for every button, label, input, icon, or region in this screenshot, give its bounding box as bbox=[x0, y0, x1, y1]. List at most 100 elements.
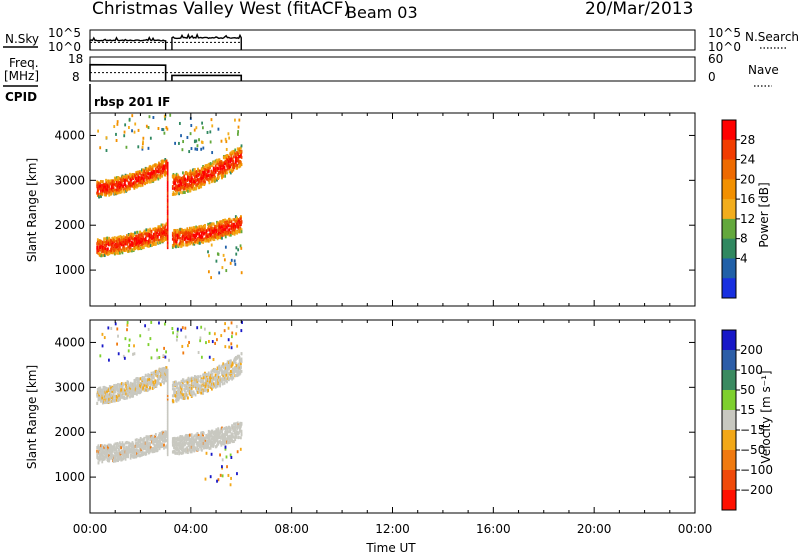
data-cell bbox=[140, 184, 142, 187]
data-cell bbox=[153, 116, 155, 119]
power-yticks: 1000200030004000 bbox=[54, 128, 695, 277]
data-cell bbox=[158, 356, 160, 359]
data-cell bbox=[204, 224, 206, 227]
data-cell bbox=[236, 167, 238, 170]
data-cell bbox=[202, 126, 204, 129]
data-cell bbox=[236, 164, 238, 167]
data-cell bbox=[235, 253, 237, 256]
data-cell bbox=[197, 144, 199, 147]
colorbar-swatch bbox=[722, 430, 736, 451]
data-cell bbox=[105, 179, 107, 182]
data-cell bbox=[216, 338, 218, 341]
data-cell bbox=[126, 324, 128, 327]
data-cell bbox=[231, 259, 233, 262]
data-cell bbox=[212, 430, 214, 433]
data-cell bbox=[241, 150, 243, 153]
freq-traces bbox=[90, 65, 241, 81]
velocity-colorbar: Velocity [m s⁻¹] 2001005015−15−50−100−20… bbox=[722, 330, 773, 511]
data-cell bbox=[220, 334, 222, 337]
colorbar-swatch bbox=[722, 120, 736, 140]
data-cell bbox=[226, 465, 228, 468]
colorbar-tick-label: 24 bbox=[740, 153, 755, 167]
data-cell bbox=[120, 443, 122, 446]
data-cell bbox=[213, 358, 215, 361]
data-cell bbox=[225, 235, 227, 238]
nave-label: Nave bbox=[748, 63, 779, 77]
data-cell bbox=[187, 344, 189, 347]
data-cell bbox=[189, 434, 191, 437]
data-cell bbox=[224, 329, 226, 332]
data-cell bbox=[211, 453, 213, 456]
data-cell bbox=[134, 123, 136, 126]
data-cell bbox=[163, 444, 165, 447]
data-cell bbox=[228, 346, 230, 349]
data-cell bbox=[172, 185, 174, 188]
data-cell bbox=[100, 241, 102, 244]
data-cell bbox=[191, 234, 193, 237]
ytick-label: 3000 bbox=[54, 173, 85, 187]
data-cell bbox=[194, 168, 196, 171]
data-cell bbox=[218, 236, 220, 239]
data-cell bbox=[230, 477, 232, 480]
data-cell bbox=[202, 147, 204, 150]
nave-tick-bottom: 0 bbox=[708, 70, 716, 84]
data-cell bbox=[194, 129, 196, 132]
data-cell bbox=[185, 441, 187, 444]
data-cell bbox=[219, 220, 221, 223]
data-cell bbox=[102, 344, 104, 347]
data-cell bbox=[100, 180, 102, 183]
data-cell bbox=[199, 339, 201, 342]
data-cell bbox=[205, 478, 207, 481]
data-cell bbox=[167, 369, 169, 372]
data-cell bbox=[208, 229, 210, 232]
data-cell bbox=[225, 446, 227, 449]
data-cell bbox=[161, 175, 163, 178]
data-cell bbox=[228, 137, 230, 140]
data-cell bbox=[127, 321, 129, 324]
data-cell bbox=[144, 324, 146, 327]
data-cell bbox=[129, 187, 131, 190]
data-cell bbox=[104, 336, 106, 339]
data-cell bbox=[98, 193, 100, 196]
velocity-yticks: 1000200030004000 bbox=[54, 335, 695, 484]
data-cell bbox=[230, 483, 232, 486]
date-label: 20/Mar/2013 bbox=[585, 0, 693, 19]
data-cell bbox=[165, 238, 167, 241]
data-cell bbox=[126, 328, 128, 331]
data-cell bbox=[190, 132, 192, 135]
power-panel: 1000200030004000 Slant Range [km] bbox=[25, 113, 695, 306]
cpid-row: CPID rbsp 201 IF bbox=[5, 84, 170, 112]
data-cell bbox=[207, 250, 209, 253]
data-cell bbox=[117, 335, 119, 338]
data-cell bbox=[181, 388, 183, 391]
data-cell bbox=[150, 137, 152, 140]
data-cell bbox=[106, 188, 108, 191]
data-cell bbox=[212, 373, 214, 376]
data-cell bbox=[175, 245, 177, 248]
power-ylabel: Slant Range [km] bbox=[25, 158, 39, 262]
data-cell bbox=[121, 190, 123, 193]
data-cell bbox=[110, 327, 112, 330]
colorbar-swatch bbox=[722, 350, 736, 371]
data-cell bbox=[142, 146, 144, 149]
data-cell bbox=[124, 397, 126, 400]
data-cell bbox=[126, 441, 128, 444]
data-cell bbox=[231, 332, 233, 335]
data-cell bbox=[237, 130, 239, 133]
station-title: Christmas Valley West (fitACF) bbox=[92, 0, 350, 19]
nsearch-tick-top: 10^5 bbox=[708, 26, 741, 40]
data-cell bbox=[198, 379, 200, 382]
data-cell bbox=[182, 240, 184, 243]
data-cell bbox=[172, 331, 174, 334]
data-cell bbox=[240, 366, 242, 369]
data-cell bbox=[202, 241, 204, 244]
data-cell bbox=[112, 244, 114, 247]
data-cell bbox=[182, 384, 184, 387]
data-cell bbox=[220, 171, 222, 174]
data-cell bbox=[201, 141, 203, 144]
velocity-xticks: 00:00 04:00 08:00 12:00 16:00 20:00 00:00 bbox=[73, 320, 713, 536]
data-cell bbox=[236, 472, 238, 475]
colorbar-swatch bbox=[722, 330, 736, 351]
nsky-label: N.Sky bbox=[5, 32, 39, 46]
data-cell bbox=[132, 353, 134, 356]
